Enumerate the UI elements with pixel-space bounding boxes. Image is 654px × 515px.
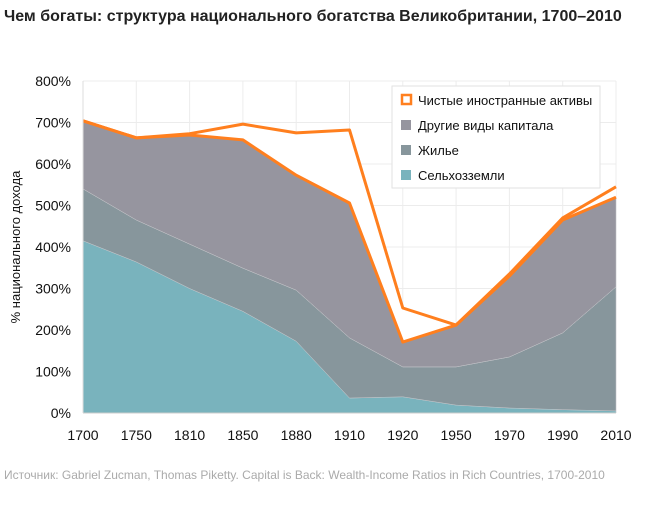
y-tick-label: 500% bbox=[35, 198, 71, 214]
legend-swatch bbox=[401, 170, 411, 180]
y-tick-label: 300% bbox=[35, 281, 71, 297]
source-note: Источник: Gabriel Zucman, Thomas Piketty… bbox=[4, 468, 605, 482]
y-tick-label: 600% bbox=[35, 156, 71, 172]
x-tick-label: 1970 bbox=[494, 427, 525, 443]
legend-label: Другие виды капитала bbox=[418, 118, 554, 133]
y-tick-label: 200% bbox=[35, 322, 71, 338]
legend-label: Жилье bbox=[418, 143, 459, 158]
x-tick-label: 1920 bbox=[387, 427, 418, 443]
y-tick-label: 100% bbox=[35, 364, 71, 380]
area-foreign-assets bbox=[83, 120, 616, 343]
x-tick-label: 1880 bbox=[281, 427, 312, 443]
x-tick-label: 1910 bbox=[334, 427, 365, 443]
line-foreign-assets bbox=[82, 119, 617, 327]
legend-label: Чистые иностранные активы bbox=[418, 93, 592, 108]
legend-swatch bbox=[401, 120, 411, 130]
x-tick-label: 1810 bbox=[174, 427, 205, 443]
y-tick-label: 0% bbox=[51, 405, 71, 421]
x-tick-label: 1750 bbox=[121, 427, 152, 443]
x-tick-label: 1850 bbox=[227, 427, 258, 443]
legend-swatch bbox=[401, 145, 411, 155]
y-tick-label: 800% bbox=[35, 73, 71, 89]
legend-swatch-foreign-assets bbox=[400, 93, 413, 106]
y-axis-label: % национального дохода bbox=[8, 170, 23, 324]
chart-title: Чем богаты: структура национального бога… bbox=[4, 8, 622, 25]
y-tick-label: 400% bbox=[35, 239, 71, 255]
x-tick-label: 1990 bbox=[547, 427, 578, 443]
x-tick-label: 1950 bbox=[441, 427, 472, 443]
y-tick-label: 700% bbox=[35, 115, 71, 131]
legend-box bbox=[391, 85, 601, 189]
x-tick-label: 2010 bbox=[600, 427, 631, 443]
x-tick-label: 1700 bbox=[67, 427, 98, 443]
legend: Чистые иностранные активы Другие виды кап… bbox=[391, 85, 601, 189]
legend-label: Сельхозземли bbox=[418, 168, 505, 183]
